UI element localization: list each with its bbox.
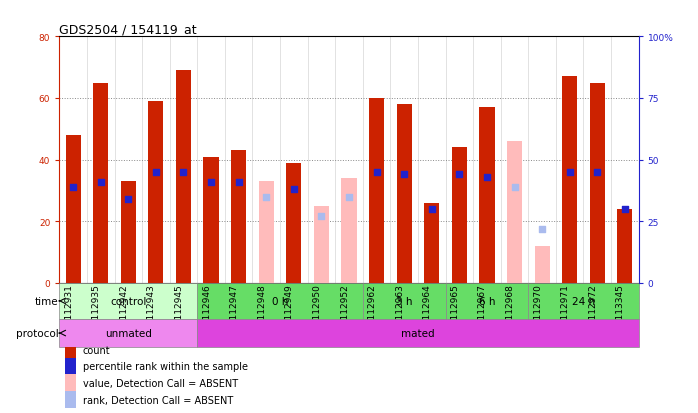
Text: GSM112968: GSM112968 [505,283,514,338]
Bar [369,99,384,283]
Bar [363,283,445,319]
Point [178,169,189,176]
Text: GSM112945: GSM112945 [174,283,184,338]
Point [454,172,465,178]
Text: GSM112950: GSM112950 [313,283,321,338]
Text: protocol: protocol [16,328,59,338]
Point [371,169,383,176]
Point [482,174,493,181]
Point [509,184,520,190]
Bar [198,283,363,319]
Bar [424,203,439,283]
Bar [204,157,218,283]
Text: count: count [82,345,110,355]
Bar [66,135,81,283]
Bar [121,182,136,283]
Point [288,186,299,193]
Text: GSM112931: GSM112931 [64,283,73,338]
Point [343,194,355,200]
Point [95,179,106,186]
Point [123,196,134,203]
Text: time: time [35,296,59,306]
Bar [617,209,632,283]
Text: GSM112965: GSM112965 [450,283,459,338]
Point [399,172,410,178]
Text: GSM112962: GSM112962 [368,283,377,338]
Bar [507,142,522,283]
Point [592,169,603,176]
Text: GSM112942: GSM112942 [119,283,128,338]
Bar [65,341,75,358]
Text: 0 h: 0 h [272,296,288,306]
Text: GSM112967: GSM112967 [478,283,487,338]
Text: GSM112946: GSM112946 [202,283,211,338]
Text: GSM112971: GSM112971 [560,283,570,338]
Bar [65,391,75,408]
Point [537,226,548,233]
Text: 24 h: 24 h [572,296,595,306]
Text: GDS2504 / 154119_at: GDS2504 / 154119_at [59,23,197,36]
Bar [590,83,605,283]
Point [68,184,79,190]
Point [233,179,244,186]
Point [205,179,216,186]
Bar [562,77,577,283]
Text: 6 h: 6 h [479,296,495,306]
Text: GSM112947: GSM112947 [230,283,239,338]
Bar [65,358,75,375]
Point [426,206,438,213]
Bar [176,71,191,283]
Bar [480,108,494,283]
Text: GSM112964: GSM112964 [423,283,432,338]
Text: GSM112952: GSM112952 [340,283,349,338]
Bar [148,102,163,283]
Text: GSM112949: GSM112949 [285,283,294,338]
Bar [93,83,108,283]
Text: value, Detection Call = ABSENT: value, Detection Call = ABSENT [82,378,237,388]
Text: GSM112935: GSM112935 [91,283,101,338]
Text: 3 h: 3 h [396,296,413,306]
Point [315,214,327,220]
Point [619,206,630,213]
Text: rank, Detection Call = ABSENT: rank, Detection Call = ABSENT [82,395,232,405]
Bar [341,179,357,283]
Text: percentile rank within the sample: percentile rank within the sample [82,361,248,371]
Text: GSM112948: GSM112948 [258,283,266,338]
Bar [452,148,467,283]
Bar [65,375,75,392]
Bar [286,163,302,283]
Bar [198,319,639,347]
Bar [259,182,274,283]
Text: control: control [110,296,147,306]
Text: GSM112970: GSM112970 [533,283,542,338]
Text: GSM113345: GSM113345 [616,283,625,338]
Text: unmated: unmated [105,328,151,338]
Bar [445,283,528,319]
Bar [314,206,329,283]
Text: GSM112972: GSM112972 [588,283,597,338]
Text: GSM112963: GSM112963 [395,283,404,338]
Text: GSM112943: GSM112943 [147,283,156,338]
Bar [59,283,198,319]
Bar [396,105,412,283]
Bar [59,319,198,347]
Bar [535,246,550,283]
Bar [528,283,639,319]
Point [150,169,161,176]
Point [564,169,575,176]
Bar [231,151,246,283]
Point [260,194,272,200]
Text: mated: mated [401,328,435,338]
